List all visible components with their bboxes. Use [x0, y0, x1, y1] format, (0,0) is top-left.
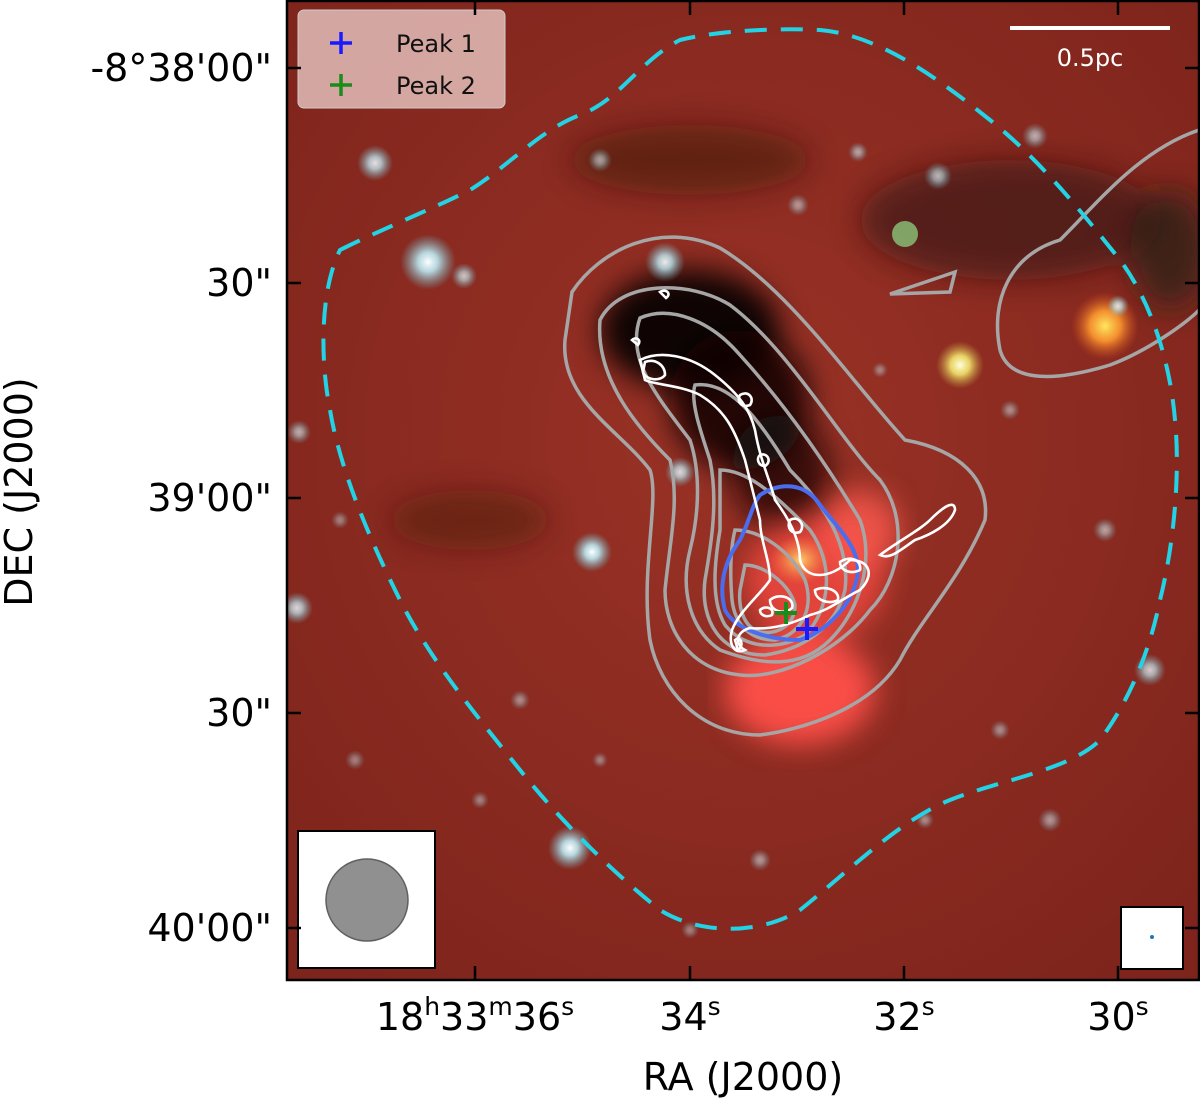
small-beam-box	[1120, 906, 1184, 970]
stars	[287, 123, 1166, 942]
peak-1-marker	[796, 618, 818, 640]
dashed-coverage-boundary	[321, 27, 1179, 931]
x-tick-labels: 18h33m36s 34s 32s 30s	[376, 992, 1149, 1039]
legend-peak-2-label: Peak 2	[396, 72, 476, 100]
large-beam-box	[297, 830, 436, 969]
y-ticks	[287, 66, 1199, 930]
peak-2-marker	[775, 602, 797, 624]
y-tick-label: 30"	[206, 261, 272, 305]
x-axis-title: RA (J2000)	[643, 1055, 844, 1099]
white-contours	[630, 289, 957, 653]
legend: Peak 1 Peak 2	[297, 9, 506, 109]
y-tick-label: 40'00"	[147, 906, 272, 950]
scale-bar: 0.5pc	[1010, 26, 1170, 72]
scale-bar-label: 0.5pc	[1057, 44, 1124, 72]
y-tick-label: 39'00"	[147, 476, 272, 520]
y-tick-label: -8°38'00"	[90, 46, 272, 90]
legend-peak-1-icon	[330, 32, 352, 54]
dark-cloud	[390, 125, 1199, 550]
x-tick-label: 34s	[659, 992, 720, 1039]
gray-contours	[563, 128, 1199, 737]
blue-contour	[720, 484, 861, 643]
x-tick-label: 30s	[1087, 992, 1148, 1039]
plot-frame	[285, 0, 1200, 982]
x-ticks	[473, 1, 1120, 980]
legend-peak-1-label: Peak 1	[396, 30, 476, 58]
x-tick-label: 18h33m36s	[376, 992, 574, 1039]
x-tick-label: 32s	[873, 992, 934, 1039]
y-axis-title: DEC (J2000)	[0, 377, 41, 606]
legend-peak-2-icon	[330, 74, 352, 96]
y-tick-label: 30"	[206, 691, 272, 735]
image-panel: Peak 1 Peak 2 0.5pc	[287, 0, 1199, 980]
y-tick-labels: -8°38'00" 30" 39'00" 30" 40'00"	[90, 46, 272, 950]
